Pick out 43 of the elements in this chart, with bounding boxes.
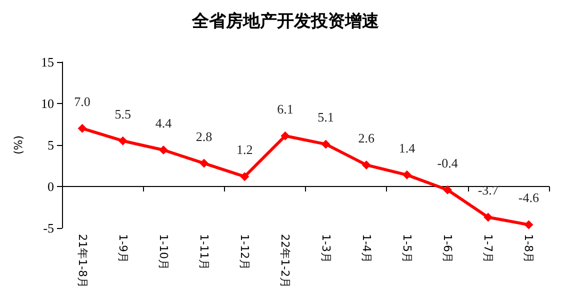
point <box>321 140 330 149</box>
point <box>280 131 290 140</box>
data-label: 1.2 <box>236 142 253 158</box>
point <box>200 158 209 168</box>
x-tick-label: 1-7月 <box>482 234 495 264</box>
point <box>78 124 87 133</box>
data-label: -3.7 <box>478 182 499 198</box>
x-tick-label: 22年1-2月 <box>278 234 292 288</box>
point <box>158 146 168 154</box>
y-tick-label: 10 <box>41 96 54 112</box>
x-tick-label: 21年1-8月 <box>76 234 89 288</box>
data-label: 5.1 <box>318 110 334 125</box>
x-tick-label: 1-6月 <box>441 234 454 264</box>
data-label: 6.1 <box>277 101 294 116</box>
x-tick-label: 1-3月 <box>319 234 332 264</box>
chart-title: 全省房地产开发投资增速 <box>191 12 379 32</box>
point <box>443 185 452 194</box>
y-tick-label: -5 <box>43 220 54 236</box>
data-label: 2.8 <box>196 128 212 144</box>
y-tick-label: 0 <box>48 179 54 194</box>
x-tick-label: 1-12月 <box>238 234 252 270</box>
data-label: 2.6 <box>358 130 375 146</box>
data-label: 4.4 <box>155 116 172 130</box>
data-label: -4.6 <box>518 190 540 206</box>
point <box>484 212 493 222</box>
data-label: 5.5 <box>114 106 131 122</box>
point <box>240 172 250 182</box>
data-label: 7.0 <box>74 94 90 109</box>
point <box>118 136 128 146</box>
data-label: 1.4 <box>398 140 416 156</box>
x-tick-label: 1-9月 <box>116 234 130 264</box>
x-tick-label: 1-4月 <box>360 234 373 264</box>
y-tick-label: 5 <box>48 138 54 153</box>
x-tick-label: 1-8月 <box>522 234 536 264</box>
point <box>524 220 534 230</box>
x-tick-label: 1-5月 <box>400 234 414 264</box>
x-tick-label: 1-11月 <box>198 234 211 270</box>
point <box>362 160 371 170</box>
data-label: -0.4 <box>437 155 458 170</box>
x-tick-label: 1-10月 <box>156 234 170 270</box>
y-axis-title: (%) <box>12 135 25 155</box>
y-tick-label: 15 <box>41 54 54 70</box>
point <box>402 170 412 180</box>
